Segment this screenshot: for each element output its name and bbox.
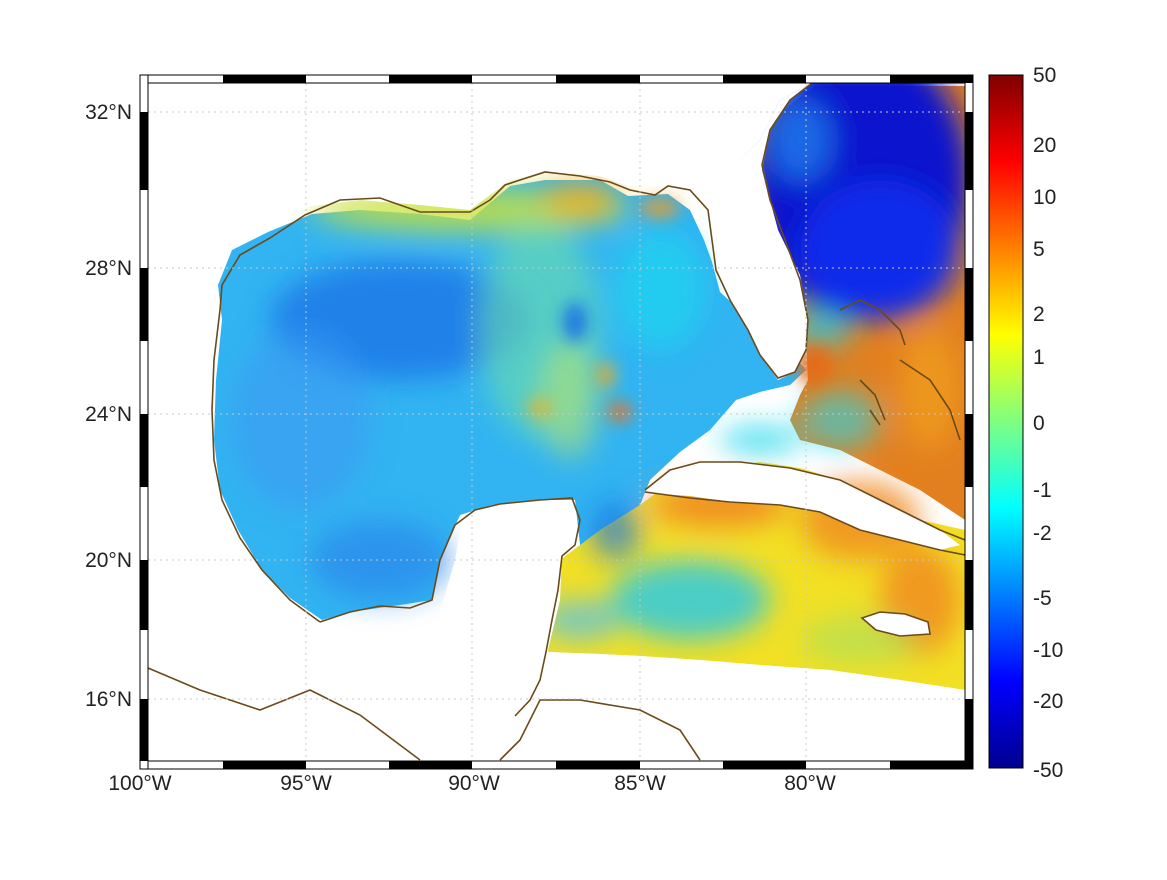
colorbar-label: 5 (1033, 238, 1045, 261)
map-frame (139, 74, 974, 770)
colorbar-label: -10 (1033, 639, 1063, 662)
colorbar-label: 10 (1033, 186, 1056, 209)
colorbar-label: -1 (1033, 479, 1052, 502)
yucatan-land (440, 500, 580, 760)
lon-tick-label: 95°W (280, 772, 332, 795)
northern-land (148, 83, 812, 650)
lon-tick-label: 85°W (614, 772, 666, 795)
lat-tick-label: 32°N (85, 101, 132, 124)
ocean-field (214, 83, 965, 690)
lat-tick-label: 20°N (85, 549, 132, 572)
lat-tick-labels: 32°N 28°N 24°N 20°N 16°N (85, 101, 132, 711)
south-land (148, 668, 420, 760)
colorbar-label: -50 (1033, 759, 1063, 782)
lon-tick-label: 100°W (108, 772, 171, 795)
coastlines (148, 83, 965, 761)
yucatan-coastline (319, 497, 581, 717)
southern-gap-land (546, 652, 965, 760)
gulf-coastline (211, 83, 813, 623)
colorbar-label: -5 (1033, 587, 1052, 610)
colorbar-label: 0 (1033, 412, 1045, 435)
lon-tick-label: 90°W (448, 772, 500, 795)
land-masks (148, 83, 965, 760)
colorbar-label: -20 (1033, 690, 1063, 713)
cuba-coastline (644, 461, 965, 556)
colorbar-label: -2 (1033, 522, 1052, 545)
central-america-coastline (148, 667, 701, 761)
lon-tick-label: 80°W (784, 772, 836, 795)
colorbar-gradient (988, 74, 1024, 769)
lat-tick-label: 24°N (85, 403, 132, 426)
cuba-land (645, 462, 960, 550)
colorbar-label: 1 (1033, 346, 1045, 369)
jamaica-coastline (860, 611, 931, 637)
colorbar-label: 50 (1033, 64, 1056, 87)
lon-tick-labels: 100°W 95°W 90°W 85°W 80°W (108, 772, 836, 795)
florida-land (712, 83, 812, 380)
lat-tick-label: 16°N (85, 688, 132, 711)
bahamas-coastline (839, 299, 961, 441)
colorbar: 50 20 10 5 2 1 0 -1 -2 -5 -10 -20 -50 (988, 64, 1063, 782)
lat-tick-label: 28°N (85, 257, 132, 280)
gridlines (148, 83, 965, 761)
colorbar-label: 20 (1033, 134, 1056, 157)
colorbar-label: 2 (1033, 303, 1045, 326)
